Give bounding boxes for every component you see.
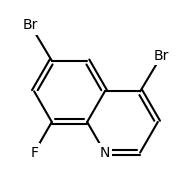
- Text: F: F: [30, 146, 38, 159]
- Text: Br: Br: [154, 49, 169, 63]
- Text: N: N: [100, 146, 110, 159]
- Text: Br: Br: [23, 19, 38, 32]
